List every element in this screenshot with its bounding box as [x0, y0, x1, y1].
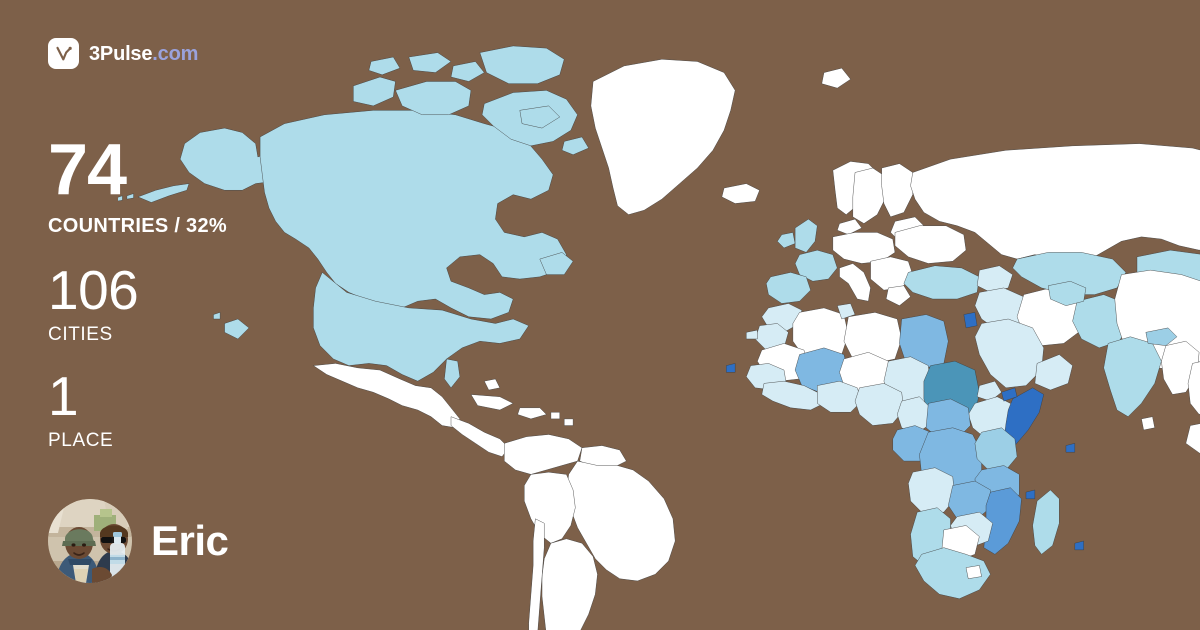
region-italy — [840, 264, 871, 302]
region-hawaii-islet — [213, 312, 220, 319]
region-uzbekistan — [1048, 281, 1086, 305]
region-chile-coast — [529, 519, 545, 630]
region-banks-island — [353, 77, 395, 106]
region-mauritius — [1075, 541, 1084, 550]
region-iceland — [722, 184, 760, 204]
region-saudi-arabia — [975, 319, 1044, 388]
user-block[interactable]: Eric — [48, 499, 229, 583]
region-angola — [908, 468, 955, 515]
region-greenland — [591, 59, 735, 214]
region-arctic-islet-b — [451, 61, 484, 81]
region-finland — [882, 164, 913, 217]
region-caucasus — [977, 266, 1013, 293]
region-cape-verde — [726, 363, 735, 372]
avatar[interactable] — [48, 499, 132, 583]
region-us-florida — [444, 359, 460, 388]
region-lesotho — [966, 565, 982, 578]
region-israel-jordan — [964, 312, 977, 328]
world-map-svg — [118, 0, 1200, 630]
region-russia — [911, 144, 1200, 264]
region-peru-bolivia — [524, 472, 575, 543]
stat-place: 1 PLACE — [48, 365, 114, 452]
stat-countries: 74 COUNTRIES / 32% — [48, 130, 227, 238]
region-spain-portugal — [766, 272, 810, 303]
stat-countries-label: COUNTRIES / 32% — [48, 215, 227, 238]
region-germany-poland — [833, 232, 895, 263]
region-argentina-chile — [542, 539, 598, 630]
region-sumatra — [1186, 421, 1200, 454]
user-name: Eric — [151, 517, 229, 564]
brand-name: 3Pulse — [89, 42, 153, 65]
region-car — [926, 399, 970, 439]
region-canaries — [746, 330, 757, 339]
region-hawaii — [225, 319, 249, 339]
region-south-africa — [915, 548, 990, 599]
region-denmark — [837, 219, 861, 235]
stat-cities-label: CITIES — [48, 323, 113, 345]
region-somalia — [1004, 388, 1044, 446]
region-newfoundland — [540, 252, 573, 274]
region-india — [1104, 337, 1162, 417]
region-france — [795, 250, 837, 281]
brand-tld: .com — [152, 42, 199, 65]
stat-cities-value: 106 — [48, 259, 139, 321]
stat-place-label: PLACE — [48, 429, 114, 451]
region-uk — [795, 219, 817, 252]
region-sri-lanka — [1141, 417, 1154, 430]
region-comoros — [1026, 490, 1035, 499]
region-ellesmere-island — [480, 46, 564, 84]
region-libya — [844, 312, 902, 363]
region-yemen-oman — [1035, 355, 1073, 391]
region-eritrea — [977, 381, 1001, 401]
region-aleutian-islet-a — [127, 194, 134, 200]
region-aleutian-islands — [138, 184, 189, 203]
region-seychelles — [1066, 443, 1075, 452]
region-victoria-island — [396, 81, 471, 114]
region-colombia-venezuela — [504, 434, 582, 474]
region-hispaniola — [518, 408, 547, 419]
region-zambia — [948, 481, 990, 519]
region-burkina-ghana — [817, 381, 861, 412]
region-mozambique — [984, 488, 1022, 555]
region-turkey — [904, 266, 979, 299]
region-kazakhstan — [1013, 252, 1126, 294]
region-nepal-bhutan — [1146, 328, 1177, 346]
region-sweden — [853, 168, 886, 224]
region-svalbard — [822, 68, 851, 88]
region-caribbean-islet-b — [564, 419, 573, 426]
region-nigeria — [855, 383, 904, 425]
region-greece — [886, 286, 910, 306]
region-mexico — [313, 363, 460, 427]
brand-wordmark: 3Pulse.com — [89, 44, 198, 64]
info-overlay: 3Pulse.com 74 COUNTRIES / 32% 106 CITIES… — [0, 0, 330, 630]
stat-cities: 106 CITIES — [48, 259, 139, 346]
region-arctic-islet-c — [369, 57, 400, 75]
region-bahamas — [484, 379, 500, 390]
region-arctic-islet-d — [520, 106, 560, 128]
region-caribbean-islet-a — [551, 412, 560, 419]
stat-countries-value: 74 — [48, 130, 127, 210]
region-guinea-coast — [762, 381, 824, 410]
region-aleutian-islet-b — [118, 196, 122, 202]
region-arctic-islet-e — [562, 137, 589, 155]
region-thailand-vietnam — [1188, 359, 1200, 415]
region-cuba — [471, 394, 513, 410]
region-tunisia — [837, 303, 855, 319]
brand-logo[interactable]: 3Pulse.com — [48, 38, 198, 69]
region-ukraine-belarus — [895, 226, 966, 264]
region-central-america — [451, 417, 509, 457]
pulse-check-icon — [48, 38, 79, 69]
region-arctic-islet-a — [409, 53, 451, 73]
region-ireland — [777, 232, 795, 248]
region-united-states — [313, 272, 528, 381]
region-djibouti — [1002, 388, 1018, 401]
stat-place-value: 1 — [48, 365, 79, 427]
region-madagascar — [1033, 490, 1060, 554]
region-canada — [260, 110, 566, 319]
